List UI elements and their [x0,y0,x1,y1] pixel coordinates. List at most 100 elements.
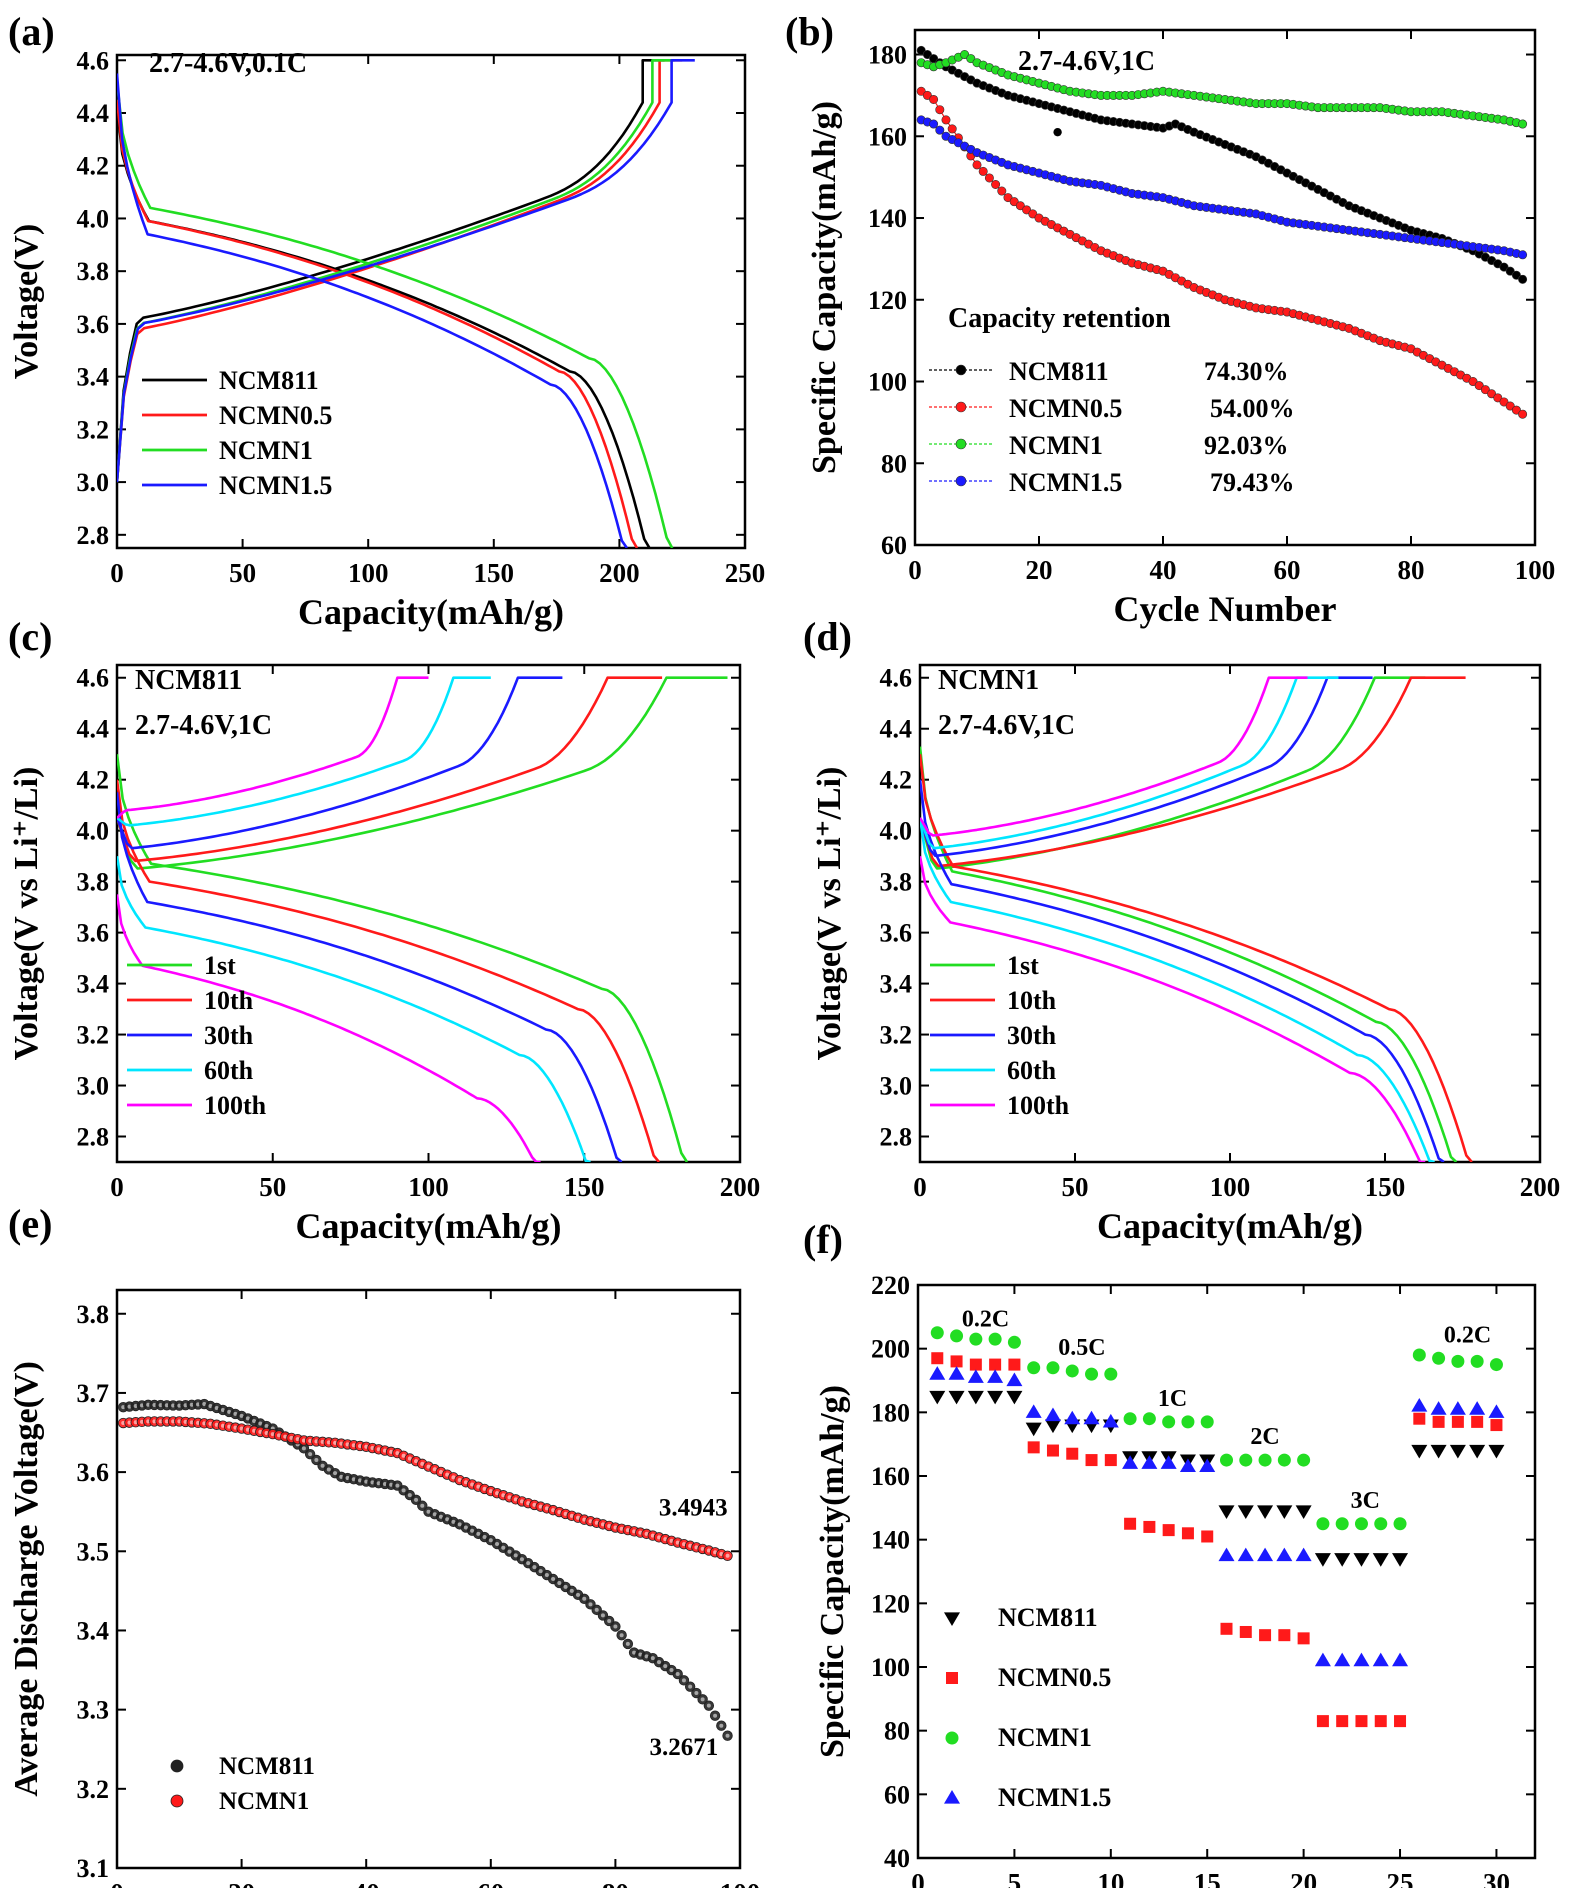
data-point [1372,1652,1389,1667]
data-point-highlight [395,1483,400,1488]
legend-label: NCM811 [219,1753,315,1780]
data-point [916,45,926,55]
discharge-curve-1 [117,779,661,1162]
x-axis-label: Capacity(mAh/g) [296,1206,562,1246]
data-point [1353,1553,1370,1567]
data-point [1179,1458,1196,1473]
data-point [1490,1419,1503,1432]
data-point-highlight [289,1435,294,1440]
legend-label: NCM811 [219,366,319,395]
y-tick-label: 120 [871,1589,910,1618]
data-point [1237,1547,1254,1562]
outlier-point [1053,127,1062,137]
x-tick-label: 60 [477,1878,504,1888]
data-point-highlight [657,1660,662,1665]
data-point [1336,1715,1349,1728]
data-point-highlight [669,1668,674,1673]
data-point-highlight [420,1503,425,1508]
data-point [1394,1715,1407,1728]
data-point-highlight [189,1420,194,1425]
legend-swatch-marker [955,364,967,376]
data-point-highlight [681,1678,686,1683]
data-point-highlight [339,1441,344,1446]
discharge-curve-3 [117,855,591,1162]
charge-curve-1 [920,676,1466,868]
data-point [1257,1547,1274,1562]
value-label: 3.4943 [659,1495,728,1522]
data-point-highlight [488,1489,493,1494]
discharge-curve-3 [117,73,628,548]
data-point [1518,409,1528,419]
data-point-highlight [619,1633,624,1638]
data-point-highlight [320,1439,325,1444]
data-point [987,1369,1004,1383]
data-point [941,115,951,125]
data-point [1316,1517,1330,1531]
data-point [1488,1444,1505,1459]
data-point [1374,1517,1388,1531]
data-point-highlight [438,1469,443,1474]
series-group [929,1326,1505,1728]
x-tick-label: 150 [1365,1172,1406,1202]
legend-label: 60th [204,1056,254,1085]
series-group [916,45,1528,419]
data-point-highlight [127,1420,132,1425]
value-label: 3.2671 [650,1734,719,1761]
data-point [1181,1527,1194,1540]
data-point-highlight [588,1519,593,1524]
data-point-highlight [171,1403,176,1408]
x-tick-label: 100 [720,1878,761,1888]
data-point [1276,1547,1293,1562]
data-point-highlight [551,1508,556,1513]
y-tick-label: 3.2 [77,1021,110,1050]
data-point [950,1355,963,1368]
data-point-highlight [476,1484,481,1489]
data-point-highlight [164,1419,169,1424]
data-point-highlight [158,1403,163,1408]
data-point-highlight [146,1402,151,1407]
y-axis-label: Voltage(V vs Li⁺/Li) [811,767,848,1061]
data-point-highlight [544,1506,549,1511]
data-point [1374,1715,1387,1728]
data-point-highlight [382,1481,387,1486]
discharge-curve-0 [117,754,689,1162]
sample-annotation: NCMN1 [938,665,1039,696]
data-point-highlight [675,1540,680,1545]
data-point-highlight [713,1713,718,1718]
panel-tag: (f) [803,1217,843,1262]
data-point-highlight [563,1511,568,1516]
data-point-highlight [569,1588,574,1593]
data-point-highlight [650,1533,655,1538]
data-point [960,50,970,60]
y-tick-label: 4.0 [77,204,110,233]
legend: NCM811 NCMN1 [170,1753,315,1815]
y-tick-label: 4.0 [77,817,110,846]
data-point [1123,1412,1137,1426]
data-point-highlight [470,1482,475,1487]
rate-label: 0.5C [1058,1335,1105,1361]
data-point [1511,405,1521,415]
data-point [1218,1505,1235,1520]
data-point [948,1366,965,1380]
data-point [1104,1454,1117,1467]
data-point-highlight [432,1467,437,1472]
data-point [1449,1444,1466,1459]
data-point-highlight [208,1421,213,1426]
data-point-highlight [420,1461,425,1466]
data-point [1258,1453,1272,1467]
y-tick-label: 2.8 [880,1123,913,1152]
data-point-highlight [488,1538,493,1543]
data-point-highlight [650,1656,655,1661]
legend-swatch-marker [170,1759,184,1773]
data-point-highlight [252,1418,257,1423]
y-tick-label: 4.2 [880,766,913,795]
data-point-highlight [370,1480,375,1485]
data-point-highlight [364,1444,369,1449]
y-tick-label: 4.4 [77,99,110,128]
data-point-highlight [619,1526,624,1531]
data-point [916,86,926,96]
data-point [1353,1652,1370,1667]
data-point [1277,1453,1291,1467]
data-point [1007,1335,1021,1349]
data-point-highlight [576,1592,581,1597]
